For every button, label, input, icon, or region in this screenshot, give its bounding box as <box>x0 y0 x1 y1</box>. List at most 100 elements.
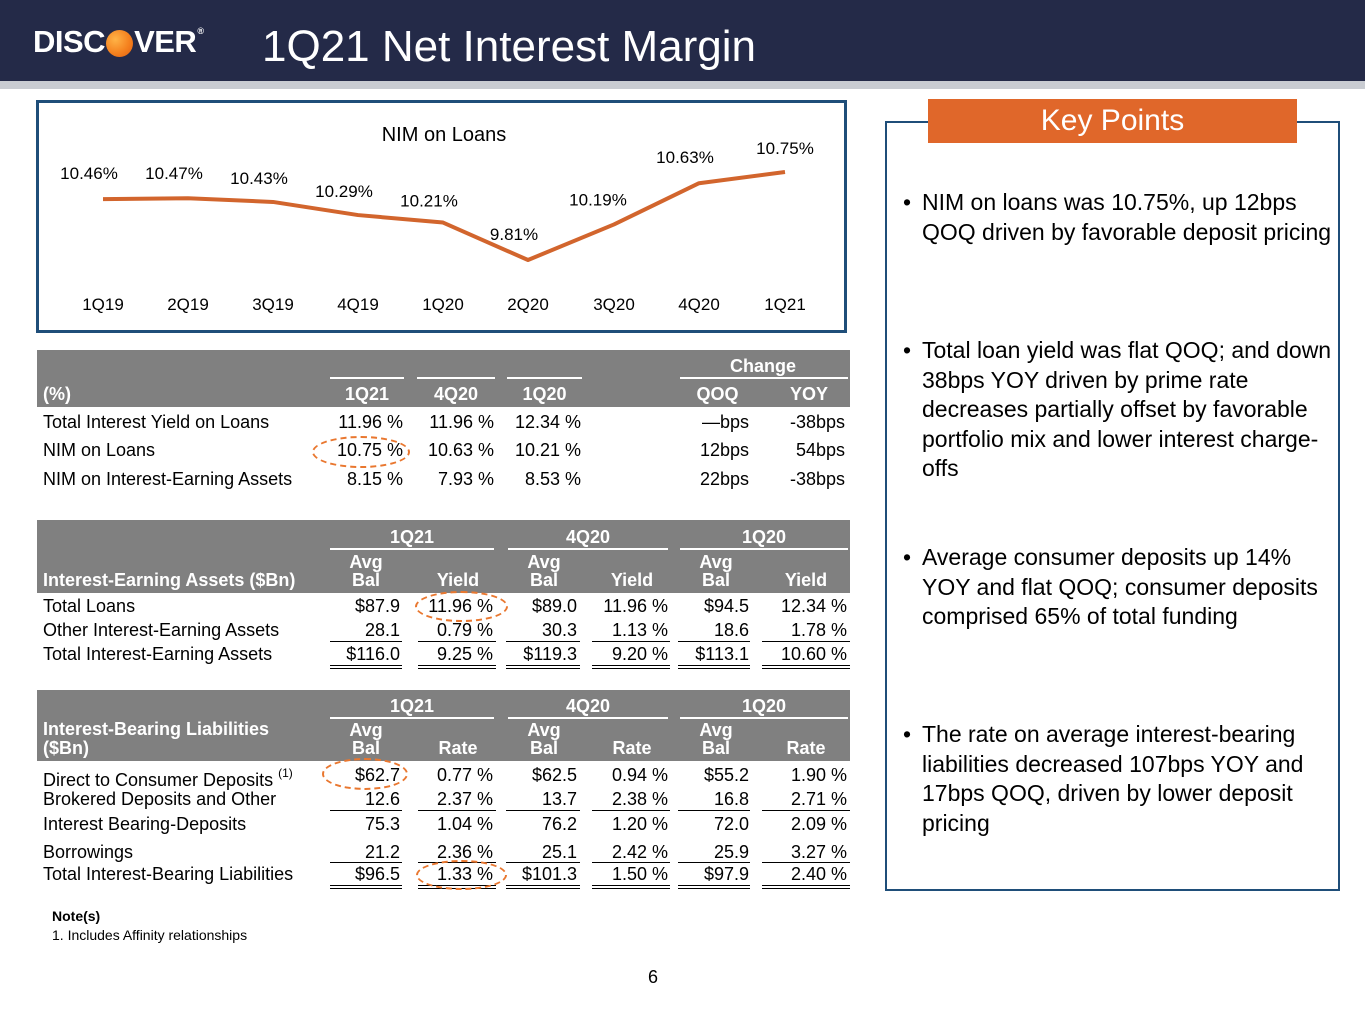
data-label: 10.47% <box>145 164 203 183</box>
table3-cell: 25.1 <box>541 842 577 862</box>
table3-period-rule <box>680 717 848 719</box>
data-label: 10.75% <box>756 139 814 158</box>
table3-period-header: 4Q20 <box>565 696 611 716</box>
table2-cell: 9.20 % <box>611 644 668 664</box>
table2-subheader-bal: Bal <box>529 570 558 590</box>
note-item: 1. Includes Affinity relationships <box>52 927 248 943</box>
table3-total-rule <box>762 885 850 889</box>
table3-cell: 2.36 % <box>436 842 493 862</box>
table2-total-rule <box>592 665 670 669</box>
table3-subtotal-rule <box>762 810 850 811</box>
nim-chart-box: NIM on Loans 10.46% 1Q19 10.47% 2Q19 10.43% 3… <box>36 100 847 333</box>
table2-subheader-bal: Bal <box>351 570 380 590</box>
nim-series-line <box>102 170 786 262</box>
highlight-oval-loan-yield <box>415 591 508 622</box>
table3-row-label-text: Total Interest-Bearing Liabilities <box>43 864 294 884</box>
table2-header-bg <box>37 520 850 593</box>
table2-subtotal-rule <box>592 641 670 642</box>
table3-subtotal-rule <box>330 810 402 811</box>
key-points-box <box>885 121 1340 891</box>
table1-col-rule <box>330 377 404 379</box>
table1-cell: 8.15 % <box>346 469 403 489</box>
chart-title: NIM on Loans <box>382 124 507 146</box>
table3-row-label-text: Borrowings <box>43 842 134 862</box>
table2-subtotal-rule <box>678 641 750 642</box>
table3-subtotal-rule <box>330 862 402 863</box>
table3-cell: $55.2 <box>703 765 749 785</box>
x-tick-label: 2Q19 <box>167 295 209 314</box>
data-label: 9.81% <box>490 225 538 244</box>
table2-cell: $87.9 <box>354 596 400 616</box>
table3-cell: 25.9 <box>713 842 749 862</box>
table3-total-rule <box>330 885 402 889</box>
table1-col-header: YOY <box>789 384 828 404</box>
table1-change-label: Change <box>729 356 796 376</box>
table1-col-rule <box>507 377 582 379</box>
table2-subheader-avg: Avg <box>527 552 561 572</box>
table3-cell: 72.0 <box>713 814 749 834</box>
data-label: 10.19% <box>569 190 627 209</box>
table2-total-rule <box>762 665 850 669</box>
table3-row-label-text: Brokered Deposits and Other <box>43 789 277 809</box>
footnote-marker: (1) <box>278 766 293 780</box>
table2-period-rule <box>680 548 848 550</box>
table2-subtotal-rule <box>330 641 402 642</box>
data-label: 10.21% <box>400 192 458 211</box>
table1-cell: 11.96 % <box>338 412 403 432</box>
table1-cell: 12.34 % <box>514 412 581 432</box>
highlight-oval-deposits <box>322 758 408 790</box>
table1-col-header: 4Q20 <box>433 384 479 404</box>
table1-row-label: Total Interest Yield on Loans <box>43 412 270 432</box>
table2-cell: 0.79 % <box>436 620 493 640</box>
table1-col-header: 1Q21 <box>344 384 390 404</box>
table2-cell: 1.78 % <box>790 620 847 640</box>
table3-subtotal-rule <box>762 862 850 863</box>
table2-total-rule <box>506 665 580 669</box>
table3-subheader-avg: Avg <box>349 720 383 740</box>
table2-row-label: Total Loans <box>43 596 136 616</box>
table3-subheader-avg: Avg <box>699 720 733 740</box>
table2-cell: 12.34 % <box>780 596 847 616</box>
table3-cell: 2.42 % <box>611 842 668 862</box>
table3-cell: 21.2 <box>364 842 400 862</box>
table2-subheader-b: Yield <box>436 570 480 590</box>
table3-total-rule <box>592 885 670 889</box>
table3-total-rule <box>678 885 750 889</box>
table3-cell: 1.90 % <box>790 765 847 785</box>
table2-period-header: 1Q20 <box>741 527 787 547</box>
table2-period-header: 4Q20 <box>565 527 611 547</box>
data-label: 10.29% <box>315 182 373 201</box>
table3-cell: $96.5 <box>354 864 400 884</box>
table3-cell: 1.50 % <box>611 864 668 884</box>
bullet-dot: • <box>903 337 912 363</box>
table2-total-rule <box>678 665 750 669</box>
table3-cell: 3.27 % <box>790 842 847 862</box>
table3-subtotal-rule <box>592 810 670 811</box>
table3-row-label: Borrowings <box>43 841 133 863</box>
table1-cell: 8.53 % <box>524 469 581 489</box>
table1-cell: -38bps <box>789 412 845 432</box>
table2-cell: 11.96 % <box>603 596 668 616</box>
table2-cell: $116.0 <box>346 644 400 664</box>
table2-cell: 1.13 % <box>611 620 668 640</box>
key-point-bullet: • Total loan yield was flat QOQ; and down… <box>903 336 1335 484</box>
table3-row-label: Interest Bearing-Deposits <box>43 813 246 835</box>
table3-subtotal-rule <box>418 810 496 811</box>
table3-cell: 2.40 % <box>790 864 847 884</box>
table1-cell: -38bps <box>789 469 845 489</box>
table3-cell: 2.09 % <box>790 814 847 834</box>
table2-subtotal-rule <box>506 641 580 642</box>
table3-cell: 0.94 % <box>611 765 668 785</box>
x-tick-label: 3Q19 <box>252 295 294 314</box>
table3-period-rule <box>508 717 668 719</box>
table2-period-rule <box>508 548 668 550</box>
key-point-bullet: • NIM on loans was 10.75%, up 12bps QOQ d… <box>903 188 1335 247</box>
table3-cell: $62.5 <box>531 765 577 785</box>
table3-cell: 1.20 % <box>611 814 668 834</box>
table3-row-header-line2: ($Bn) <box>43 738 89 758</box>
table1-col-header: 1Q20 <box>522 384 567 404</box>
data-label: 10.46% <box>60 164 118 183</box>
table3-cell: $101.3 <box>521 864 577 884</box>
table2-cell: 30.3 <box>541 620 577 640</box>
table3-subheader-b: Rate <box>786 738 826 758</box>
